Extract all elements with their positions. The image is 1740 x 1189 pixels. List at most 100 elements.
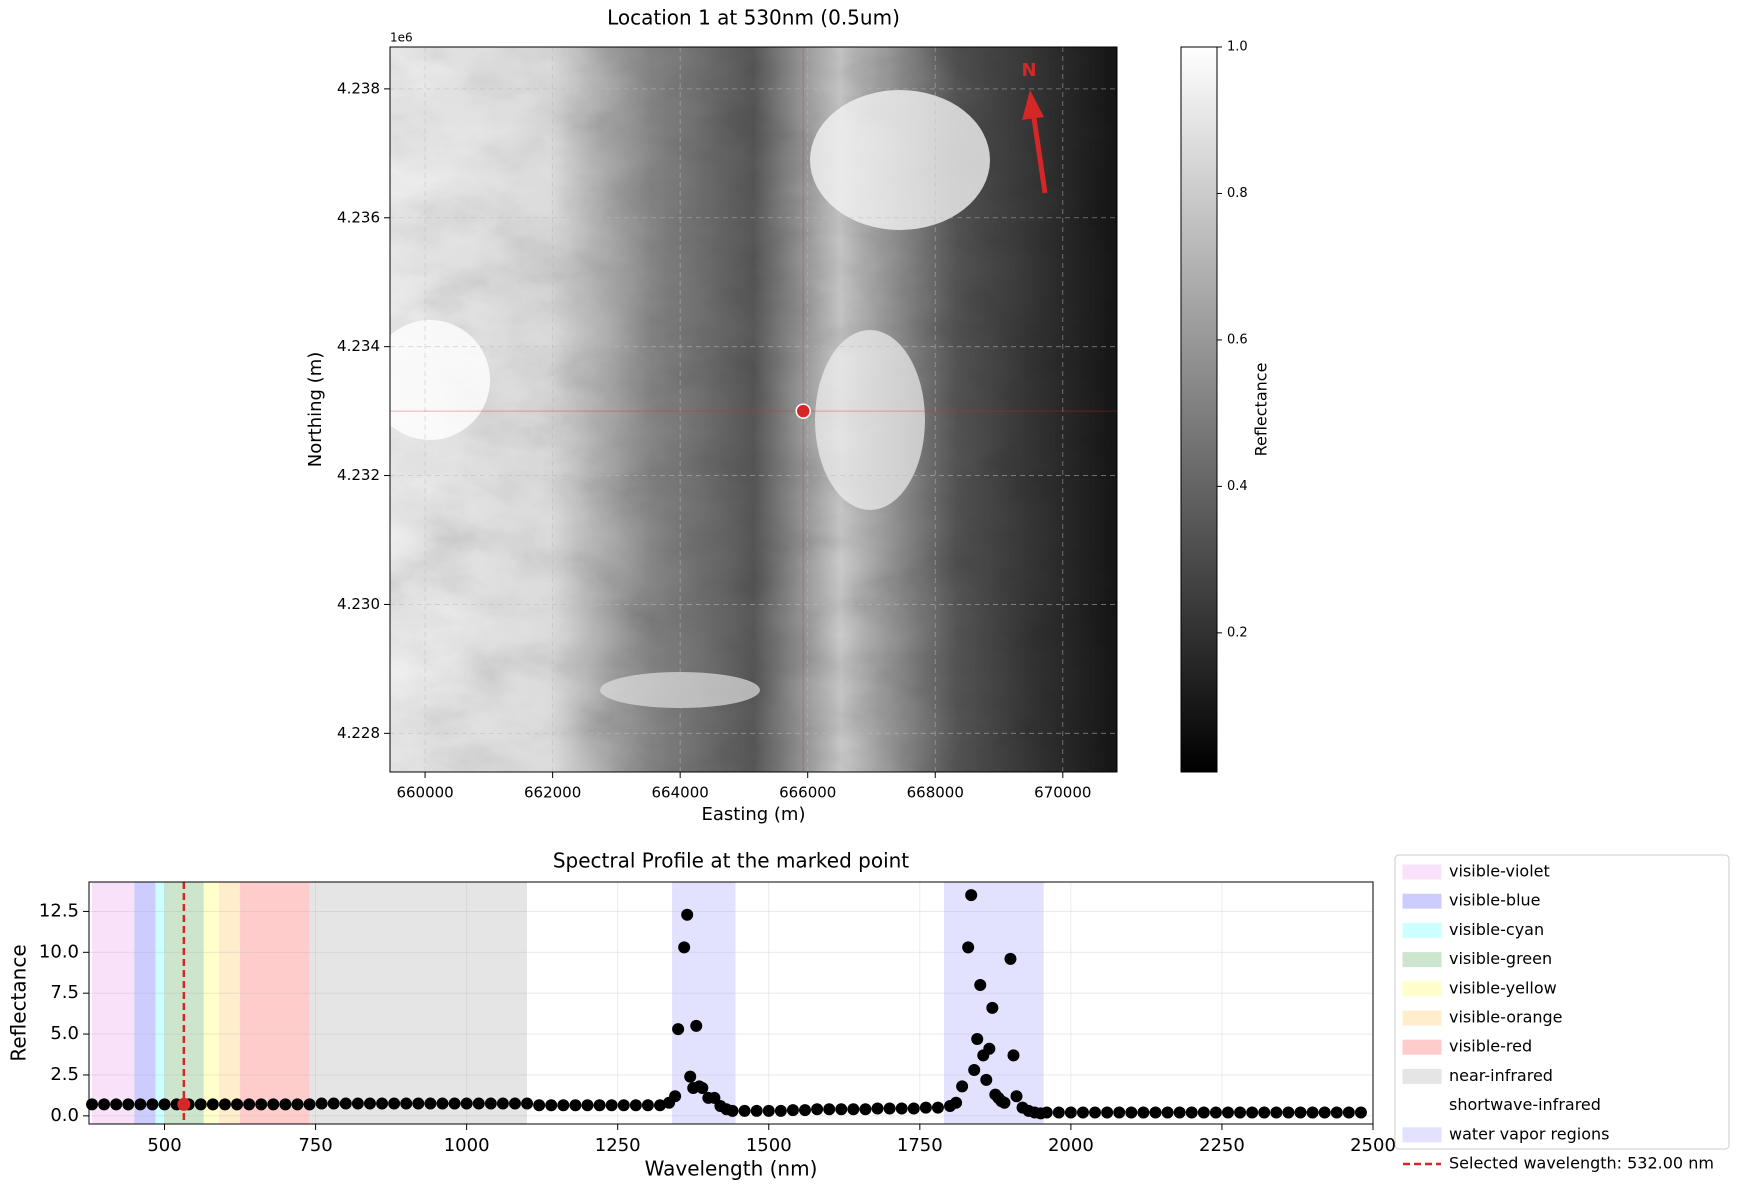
data-point — [971, 1032, 984, 1045]
data-point — [1209, 1106, 1222, 1119]
colorbar — [1180, 46, 1218, 773]
y-tick-label: 4.232 — [337, 466, 380, 484]
data-point — [1064, 1106, 1077, 1119]
data-point — [762, 1104, 775, 1117]
data-point — [400, 1097, 413, 1110]
data-point — [1173, 1106, 1186, 1119]
data-point — [279, 1098, 292, 1111]
y-axis-label: Northing (m) — [305, 352, 326, 467]
y-tick-label: 4.228 — [337, 724, 380, 742]
data-point — [931, 1101, 944, 1114]
data-point — [847, 1103, 860, 1116]
data-point — [569, 1099, 582, 1112]
y-tick-label: 2.5 — [50, 1064, 79, 1085]
legend-swatch — [1402, 981, 1442, 997]
legend-label: visible-green — [1449, 949, 1552, 968]
data-point — [351, 1097, 364, 1110]
data-point — [1258, 1106, 1271, 1119]
data-point — [956, 1080, 969, 1093]
data-point — [1125, 1106, 1138, 1119]
data-point — [669, 1090, 682, 1103]
x-axis-label: Wavelength (nm) — [645, 1157, 818, 1181]
data-point — [1221, 1106, 1234, 1119]
data-point — [521, 1097, 534, 1110]
legend-swatch — [1402, 893, 1442, 909]
data-point — [708, 1091, 721, 1104]
data-point — [983, 1042, 996, 1055]
legend-swatch — [1402, 952, 1442, 968]
data-point — [243, 1098, 256, 1111]
data-point — [672, 1023, 685, 1036]
data-point — [110, 1098, 123, 1111]
axes-frame — [389, 46, 1118, 773]
data-point — [1040, 1106, 1053, 1119]
colorbar-tick-label: 0.8 — [1227, 186, 1248, 201]
data-point — [859, 1103, 872, 1116]
x-tick-label: 1500 — [746, 1135, 792, 1156]
band-region — [134, 882, 156, 1124]
data-point — [1010, 1090, 1023, 1103]
data-point — [654, 1099, 667, 1112]
data-point — [146, 1098, 159, 1111]
x-tick-label: 2500 — [1350, 1135, 1396, 1156]
chart-title: Location 1 at 530nm (0.5um) — [607, 6, 900, 30]
y-tick-label: 4.230 — [337, 595, 380, 613]
y-axis-label: Reflectance — [7, 944, 31, 1061]
marked-point — [795, 403, 811, 419]
data-point — [895, 1102, 908, 1115]
raster — [390, 47, 1117, 772]
x-tick-label: 2000 — [1048, 1135, 1094, 1156]
data-point — [629, 1099, 642, 1112]
y-tick-label: 10.0 — [39, 941, 79, 962]
data-point — [134, 1098, 147, 1111]
data-point — [684, 1070, 697, 1083]
data-point — [508, 1097, 521, 1110]
legend-label: water vapor regions — [1449, 1124, 1610, 1143]
data-point — [1149, 1106, 1162, 1119]
colorbar-tick-label: 0.6 — [1227, 332, 1248, 347]
x-tick-label: 1250 — [595, 1135, 641, 1156]
x-tick-label: 670000 — [1034, 784, 1091, 802]
data-point — [291, 1098, 304, 1111]
data-point — [1270, 1106, 1283, 1119]
data-point — [158, 1098, 171, 1111]
data-point — [1007, 1049, 1020, 1062]
band-region — [240, 882, 310, 1124]
x-tick-label: 660000 — [396, 784, 453, 802]
x-tick-label: 666000 — [779, 784, 836, 802]
legend-label: visible-red — [1449, 1037, 1532, 1056]
axes-frame — [88, 881, 1374, 1125]
data-point — [448, 1097, 461, 1110]
selected-point — [177, 1097, 191, 1111]
y-tick-label: 4.238 — [337, 79, 380, 97]
data-point — [1052, 1106, 1065, 1119]
colorbar-tick-label: 0.4 — [1227, 479, 1248, 494]
data-point — [986, 1001, 999, 1014]
legend-label: visible-violet — [1449, 862, 1550, 881]
chart-title: Spectral Profile at the marked point — [553, 849, 909, 873]
legend-swatch — [1402, 1010, 1442, 1026]
data-point — [1306, 1106, 1319, 1119]
data-point — [965, 889, 978, 902]
data-point — [460, 1097, 473, 1110]
legend-label: Selected wavelength: 532.00 nm — [1449, 1154, 1714, 1173]
band-region — [218, 882, 241, 1124]
data-point — [696, 1082, 709, 1095]
data-point — [436, 1097, 449, 1110]
x-tick-label: 664000 — [652, 784, 709, 802]
x-tick-label: 668000 — [907, 784, 964, 802]
north-arrow: N — [1021, 60, 1048, 194]
data-point — [533, 1099, 546, 1112]
data-point — [315, 1097, 328, 1110]
y-tick-label: 0.0 — [50, 1105, 79, 1126]
data-point — [1234, 1106, 1247, 1119]
data-point — [98, 1098, 111, 1111]
legend-label: shortwave-infrared — [1449, 1095, 1601, 1114]
data-point — [472, 1097, 485, 1110]
data-point — [1004, 952, 1017, 965]
data-point — [1076, 1106, 1089, 1119]
data-point — [919, 1101, 932, 1114]
y-tick-label: 4.234 — [337, 337, 380, 355]
data-point — [907, 1102, 920, 1115]
